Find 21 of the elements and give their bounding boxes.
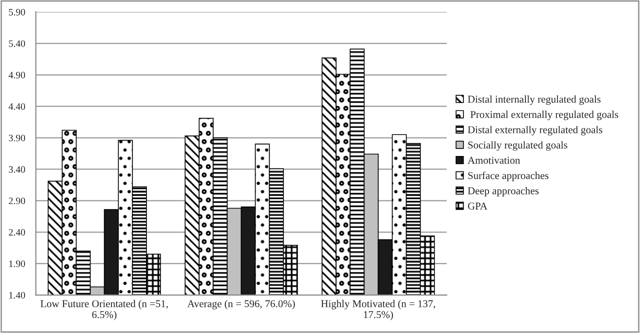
legend-label: Deep approaches (468, 187, 539, 196)
legend-label: Surface approaches (468, 172, 548, 182)
y-tick-label: 2.40 (8, 229, 26, 236)
y-tick-label: 5.90 (8, 8, 26, 16)
y-tick-label: 5.40 (8, 40, 26, 47)
y-tick-label: 3.40 (8, 166, 26, 173)
legend-label: Distal internally regulated goals (468, 95, 601, 105)
legend-label: Proximal externally regulated goals (470, 110, 618, 120)
y-tick-label: 3.90 (8, 134, 26, 142)
legend-label: GPA (468, 202, 488, 210)
y-tick-label: 1.40 (9, 292, 26, 299)
y-tick-label: 1.90 (9, 260, 26, 268)
x-tick-label: Average (n = 596, 76.0%) (187, 300, 295, 310)
y-tick-label: 4.40 (8, 103, 26, 110)
y-tick-label: 4.90 (8, 72, 26, 78)
x-tick-label: Highly Motivated (n = 137, 17.5%) (321, 300, 436, 320)
y-tick-label: 2.90 (8, 198, 26, 204)
legend-label: Socially regulated goals (468, 141, 568, 151)
legend-label: Amotivation (468, 156, 520, 164)
legend-label: Distal externally regulated goals (468, 126, 602, 136)
x-tick-label: Low Future Orientated (n =51, 6.5%) (40, 300, 168, 320)
